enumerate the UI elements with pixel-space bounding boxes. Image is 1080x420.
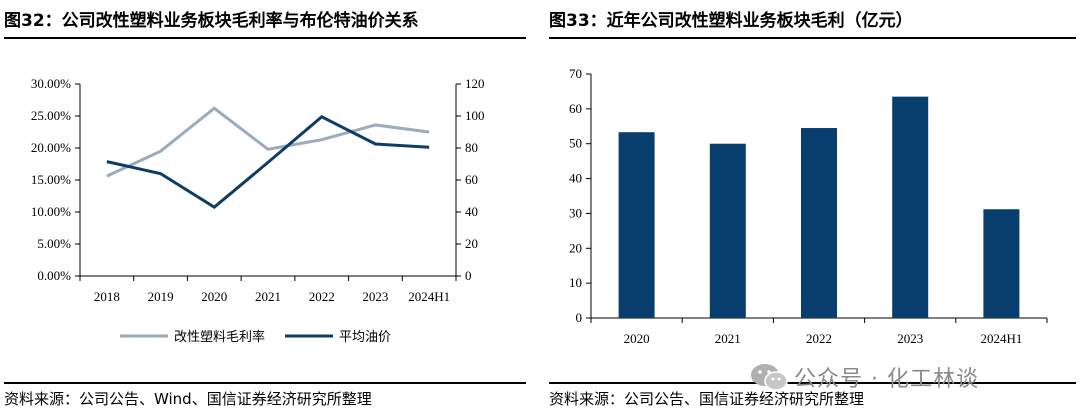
y-tick-label: 50 [569, 136, 582, 151]
legend-label: 改性塑料毛利率 [174, 329, 265, 345]
left-y-tick-label: 15.00% [31, 172, 71, 187]
bar [618, 132, 655, 318]
left-y-tick-label: 0.00% [37, 268, 71, 283]
y-tick-label: 20 [569, 240, 582, 255]
line-chart-margin-vs-oil: 0.00% 5.00% 10.00% 15.00% 20.00% 25.00% 30.00%… [31, 76, 485, 345]
y-tick-label: 70 [569, 66, 582, 81]
right-y-tick-label: 40 [465, 204, 478, 219]
bar [801, 128, 837, 318]
legend-label: 平均油价 [339, 330, 391, 345]
right-y-tick-label: 80 [465, 140, 478, 155]
x-tick-label: 2018 [94, 289, 120, 304]
y-tick-label: 30 [569, 205, 582, 220]
right-y-tick-label: 20 [465, 236, 478, 251]
y-tick-label: 10 [569, 275, 582, 290]
y-tick-label: 40 [569, 171, 582, 186]
left-title-rule [4, 37, 526, 39]
right-y-tick-label: 120 [465, 76, 485, 91]
watermark-text: 公众号 · 化工林谈 [794, 367, 979, 392]
right-figure-title: 图33：近年公司改性塑料业务板块毛利（亿元） [549, 11, 913, 31]
x-tick-label: 2024H1 [980, 331, 1022, 346]
right-figure-panel: 图33：近年公司改性塑料业务板块毛利（亿元） 0 10 20 30 40 50 60 70 20… [545, 0, 1080, 420]
bar [709, 143, 746, 318]
left-source-rule [4, 382, 526, 384]
x-tick-label: 2021 [255, 289, 281, 304]
left-y-tick-label: 20.00% [31, 140, 71, 155]
x-tick-label: 2022 [309, 289, 335, 304]
right-source-note: 资料来源：公司公告、国信证券经济研究所整理 [549, 390, 865, 408]
left-y-tick-label: 5.00% [37, 236, 71, 251]
series-line-oil-price [106, 115, 430, 210]
series-line-margin [106, 106, 430, 178]
wechat-icon [751, 364, 788, 391]
right-y-tick-label: 0 [465, 268, 472, 283]
x-tick-label: 2023 [897, 331, 923, 346]
x-tick-label: 2020 [201, 289, 227, 304]
x-tick-label: 2019 [148, 289, 174, 304]
right-y-tick-label: 100 [465, 108, 485, 123]
right-title-rule [549, 37, 1076, 39]
bar [983, 209, 1020, 318]
x-tick-label: 2024H1 [408, 289, 450, 304]
x-tick-label: 2022 [806, 331, 832, 346]
x-tick-label: 2023 [362, 289, 388, 304]
left-figure-panel: 图32：公司改性塑料业务板块毛利率与布伦特油价关系 0.00% 5.00% 10.0… [0, 0, 530, 420]
left-source-note: 资料来源：公司公告、Wind、国信证券经济研究所整理 [4, 390, 372, 408]
y-tick-label: 60 [569, 101, 582, 116]
x-tick-label: 2021 [715, 331, 741, 346]
y-tick-label: 0 [576, 310, 583, 325]
left-y-tick-label: 25.00% [31, 108, 71, 123]
x-tick-label: 2020 [624, 331, 650, 346]
right-y-tick-label: 60 [465, 172, 478, 187]
watermark: 公众号 · 化工林谈 [748, 357, 1058, 395]
left-y-tick-label: 30.00% [31, 76, 71, 91]
left-y-tick-label: 10.00% [31, 204, 71, 219]
left-figure-title: 图32：公司改性塑料业务板块毛利率与布伦特油价关系 [4, 11, 419, 31]
bar-chart-gross-profit: 0 10 20 30 40 50 60 70 2020 2021 2022 2023 2024H1 [569, 66, 1048, 346]
bar [892, 96, 929, 319]
right-source-rule [549, 382, 1076, 384]
